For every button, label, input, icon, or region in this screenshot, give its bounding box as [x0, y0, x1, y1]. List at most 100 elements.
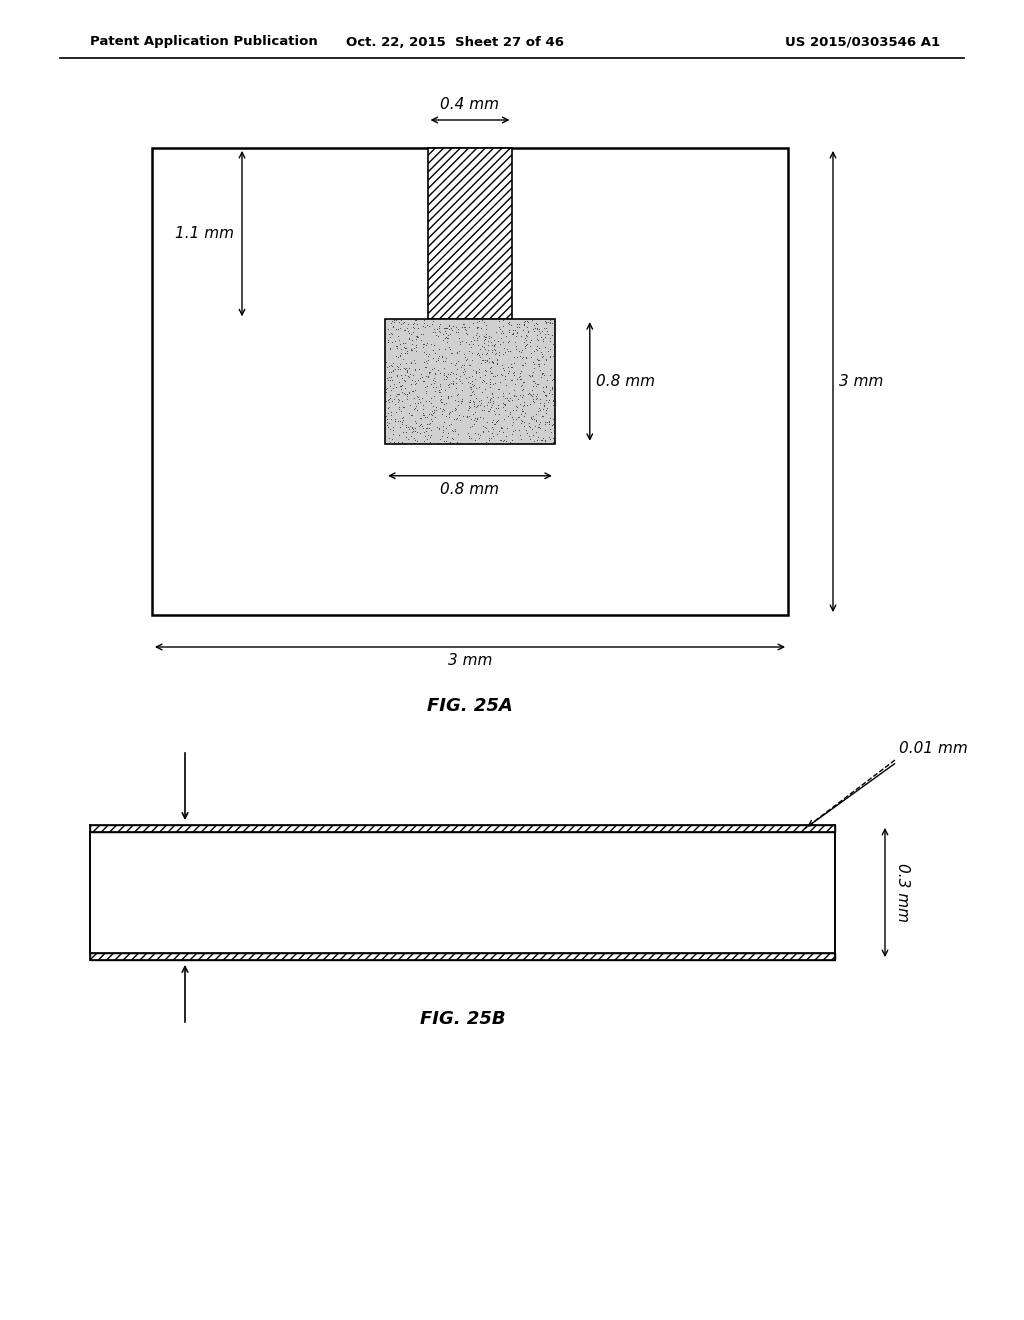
Point [447, 372, 464, 393]
Point [517, 310, 534, 331]
Point [433, 379, 450, 400]
Point [415, 315, 431, 337]
Point [480, 400, 497, 421]
Point [505, 408, 521, 429]
Point [541, 413, 557, 434]
Point [466, 375, 482, 396]
Point [442, 338, 459, 359]
Point [538, 350, 554, 371]
Point [475, 348, 492, 370]
Point [452, 368, 468, 389]
Point [447, 399, 464, 420]
Point [461, 355, 477, 376]
Point [457, 318, 473, 339]
Point [380, 389, 396, 411]
Point [488, 348, 505, 370]
Point [499, 425, 515, 446]
Point [403, 351, 420, 372]
Point [521, 366, 538, 387]
Point [432, 385, 449, 407]
Point [421, 343, 437, 364]
Point [433, 391, 450, 412]
Point [540, 392, 556, 413]
Point [495, 343, 511, 364]
Point [497, 366, 513, 387]
Point [437, 317, 454, 338]
Text: 1.1 mm: 1.1 mm [175, 226, 234, 242]
Point [421, 362, 437, 383]
Point [484, 418, 501, 440]
Point [541, 383, 557, 404]
Text: 0.8 mm: 0.8 mm [440, 482, 500, 496]
Point [410, 392, 426, 413]
Point [424, 400, 440, 421]
Point [477, 323, 494, 345]
Point [444, 315, 461, 337]
Point [481, 389, 498, 411]
Point [497, 433, 513, 454]
Point [488, 422, 505, 444]
Point [545, 413, 561, 434]
Point [389, 318, 406, 339]
Point [435, 399, 452, 420]
Point [528, 388, 545, 409]
Point [471, 366, 487, 387]
Point [463, 384, 479, 405]
Point [413, 323, 429, 345]
Point [469, 322, 485, 343]
Point [454, 355, 470, 376]
Point [392, 354, 409, 375]
Point [440, 387, 457, 408]
Point [406, 428, 422, 449]
Point [425, 347, 441, 368]
Point [440, 385, 457, 407]
Text: Oct. 22, 2015  Sheet 27 of 46: Oct. 22, 2015 Sheet 27 of 46 [346, 36, 564, 49]
Point [526, 358, 543, 379]
Point [391, 389, 408, 411]
Point [521, 393, 538, 414]
Point [380, 367, 396, 388]
Point [408, 372, 424, 393]
Point [525, 370, 542, 391]
Point [512, 409, 528, 430]
Point [464, 366, 480, 387]
Point [397, 384, 414, 405]
Point [517, 346, 534, 367]
Point [399, 360, 416, 381]
Point [454, 391, 470, 412]
Point [487, 397, 504, 418]
Point [447, 317, 464, 338]
Point [497, 393, 513, 414]
Point [409, 337, 425, 358]
Point [426, 318, 442, 339]
Point [395, 313, 412, 334]
Point [421, 417, 437, 438]
Point [475, 370, 492, 391]
Point [404, 317, 421, 338]
Point [496, 429, 512, 450]
Point [464, 374, 480, 395]
Point [520, 312, 537, 333]
Point [413, 422, 429, 444]
Point [382, 338, 398, 359]
Point [465, 313, 481, 334]
Point [502, 341, 518, 362]
Bar [90, 832, 835, 953]
Point [480, 326, 497, 347]
Point [503, 314, 519, 335]
Point [456, 314, 472, 335]
Point [444, 429, 461, 450]
Point [522, 429, 539, 450]
Point [478, 314, 495, 335]
Point [423, 433, 439, 454]
Point [482, 399, 499, 420]
Point [476, 360, 493, 381]
Point [515, 412, 531, 433]
Point [528, 404, 545, 425]
Point [474, 400, 490, 421]
Point [444, 421, 461, 442]
Point [450, 318, 466, 339]
Point [383, 380, 399, 401]
Point [411, 370, 427, 391]
Point [516, 392, 532, 413]
